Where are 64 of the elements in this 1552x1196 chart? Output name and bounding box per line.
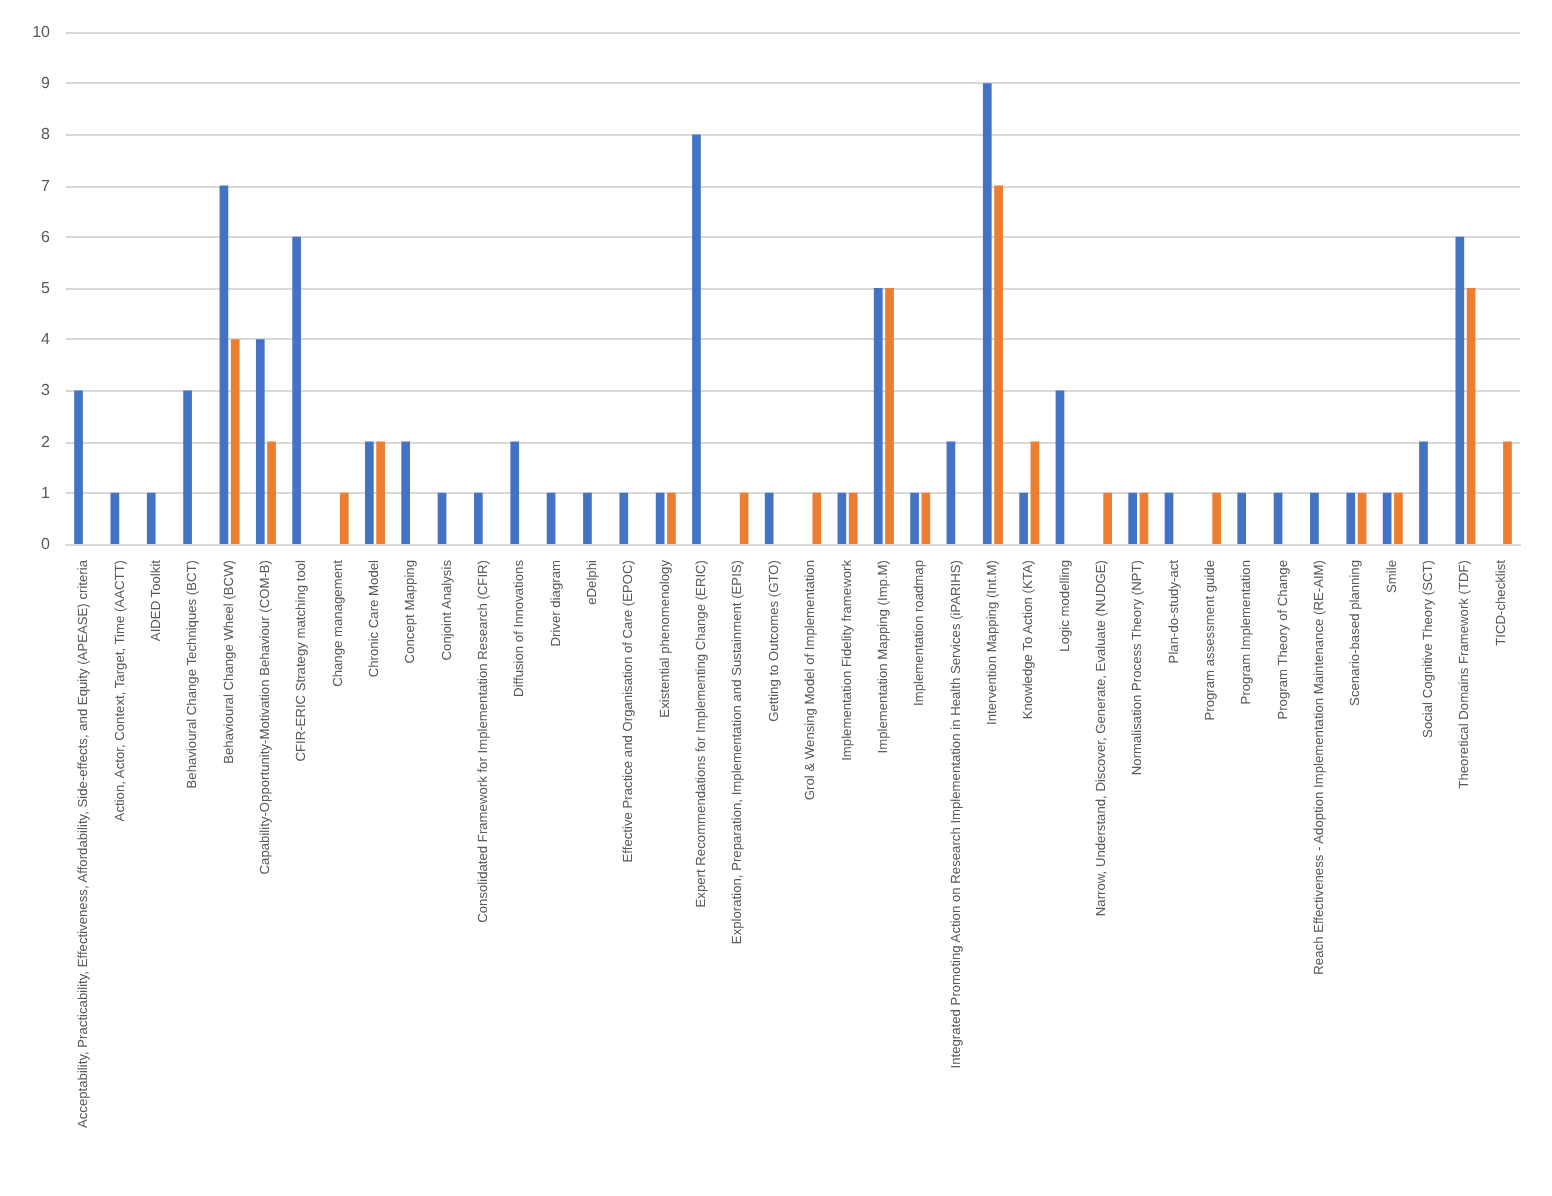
bar	[364, 441, 374, 544]
bar	[74, 390, 83, 544]
bar	[110, 492, 120, 544]
y-tick-label: 1	[41, 483, 52, 502]
y-tick-label: 8	[41, 125, 52, 144]
bar	[376, 441, 385, 544]
bar	[1455, 236, 1465, 544]
bar	[667, 492, 676, 544]
bar	[764, 492, 774, 544]
bar	[655, 492, 665, 544]
bar	[1503, 441, 1512, 544]
bar	[982, 83, 992, 544]
bar	[292, 236, 301, 544]
y-tick-label: 2	[41, 432, 52, 451]
bar	[401, 441, 411, 544]
bar	[994, 185, 1003, 544]
y-tick-label: 0	[41, 535, 52, 553]
bar	[339, 492, 349, 544]
y-tick-label: 7	[41, 176, 52, 195]
bar	[885, 288, 894, 544]
bar	[1237, 492, 1247, 544]
y-tick-label: 4	[41, 330, 52, 349]
bar	[812, 492, 822, 544]
bar	[183, 390, 192, 544]
bar	[1212, 492, 1222, 544]
bar	[1128, 492, 1138, 544]
bar	[1055, 390, 1065, 544]
bar	[837, 492, 847, 544]
y-tick-label: 9	[41, 74, 52, 93]
bar	[1419, 441, 1428, 544]
bar	[1019, 492, 1028, 544]
bar	[873, 288, 883, 544]
bar	[946, 441, 956, 544]
bar	[1394, 492, 1403, 544]
bar	[437, 492, 447, 544]
bar	[910, 492, 919, 544]
bar	[474, 492, 483, 544]
bar	[267, 441, 276, 544]
bar	[510, 441, 520, 544]
bar	[1030, 441, 1040, 544]
bar	[1139, 492, 1149, 544]
bar	[255, 339, 265, 544]
y-tick-label: 5	[41, 279, 52, 297]
bar	[921, 492, 931, 544]
bar	[1382, 492, 1392, 544]
bar	[692, 134, 701, 544]
bar	[1164, 492, 1174, 544]
bar	[1273, 492, 1283, 544]
bar	[146, 492, 156, 544]
bar	[1310, 492, 1319, 544]
bar	[1466, 288, 1476, 544]
bar	[219, 185, 229, 544]
bar	[1103, 492, 1112, 544]
y-tick-label: 6	[41, 227, 52, 246]
bar	[1357, 492, 1367, 544]
bar	[230, 339, 240, 544]
bar	[739, 492, 749, 544]
bar	[1346, 492, 1356, 544]
bar	[583, 492, 592, 544]
y-tick-label: 10	[32, 23, 52, 41]
bar	[848, 492, 858, 544]
bar	[546, 492, 556, 544]
y-tick-label: 3	[41, 381, 52, 400]
bar	[619, 492, 629, 544]
